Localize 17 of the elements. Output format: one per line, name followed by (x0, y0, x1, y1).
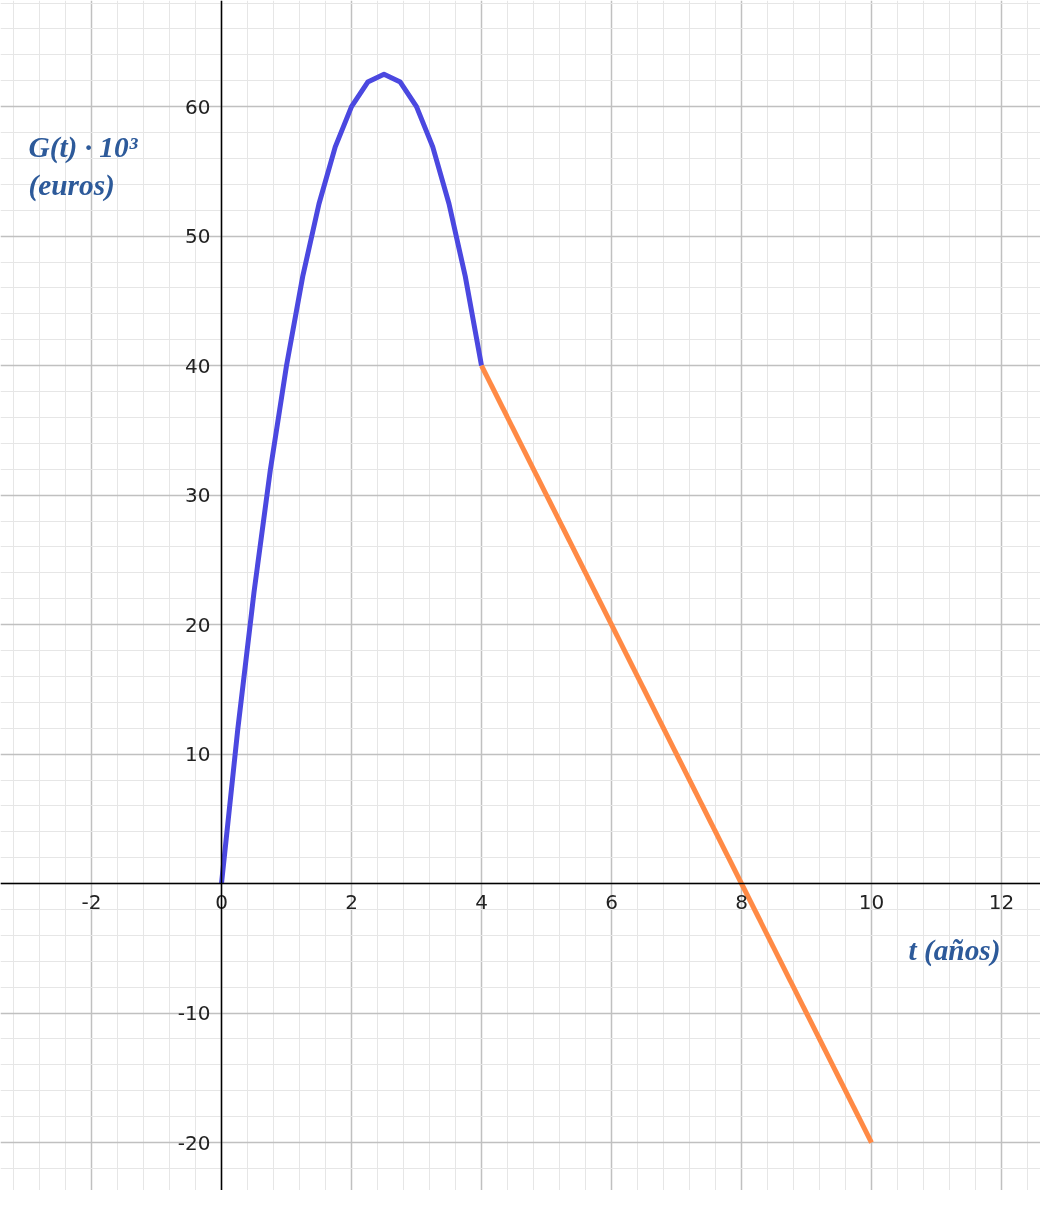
y-tick-label: 60 (185, 94, 211, 119)
x-tick-label: 2 (345, 889, 358, 914)
x-tick-label: 6 (605, 889, 618, 914)
y-tick-label: 10 (185, 742, 211, 767)
y-tick-label: 50 (185, 224, 211, 249)
x-tick-label: 12 (988, 889, 1015, 914)
x-tick-label: 8 (735, 889, 748, 914)
x-tick-label: 10 (858, 889, 885, 914)
y-tick-label: -20 (177, 1130, 211, 1155)
y-tick-label: 40 (185, 353, 211, 378)
x-tick-label: -2 (81, 889, 102, 914)
x-axis-title: t (años) (908, 933, 1001, 967)
y-tick-label: 20 (185, 612, 211, 637)
y-tick-label: -10 (177, 1001, 211, 1026)
x-tick-label: 4 (475, 889, 488, 914)
y-axis-title: G(t) · 10³ (euros) (28, 130, 139, 202)
y-tick-label: 30 (185, 483, 211, 508)
